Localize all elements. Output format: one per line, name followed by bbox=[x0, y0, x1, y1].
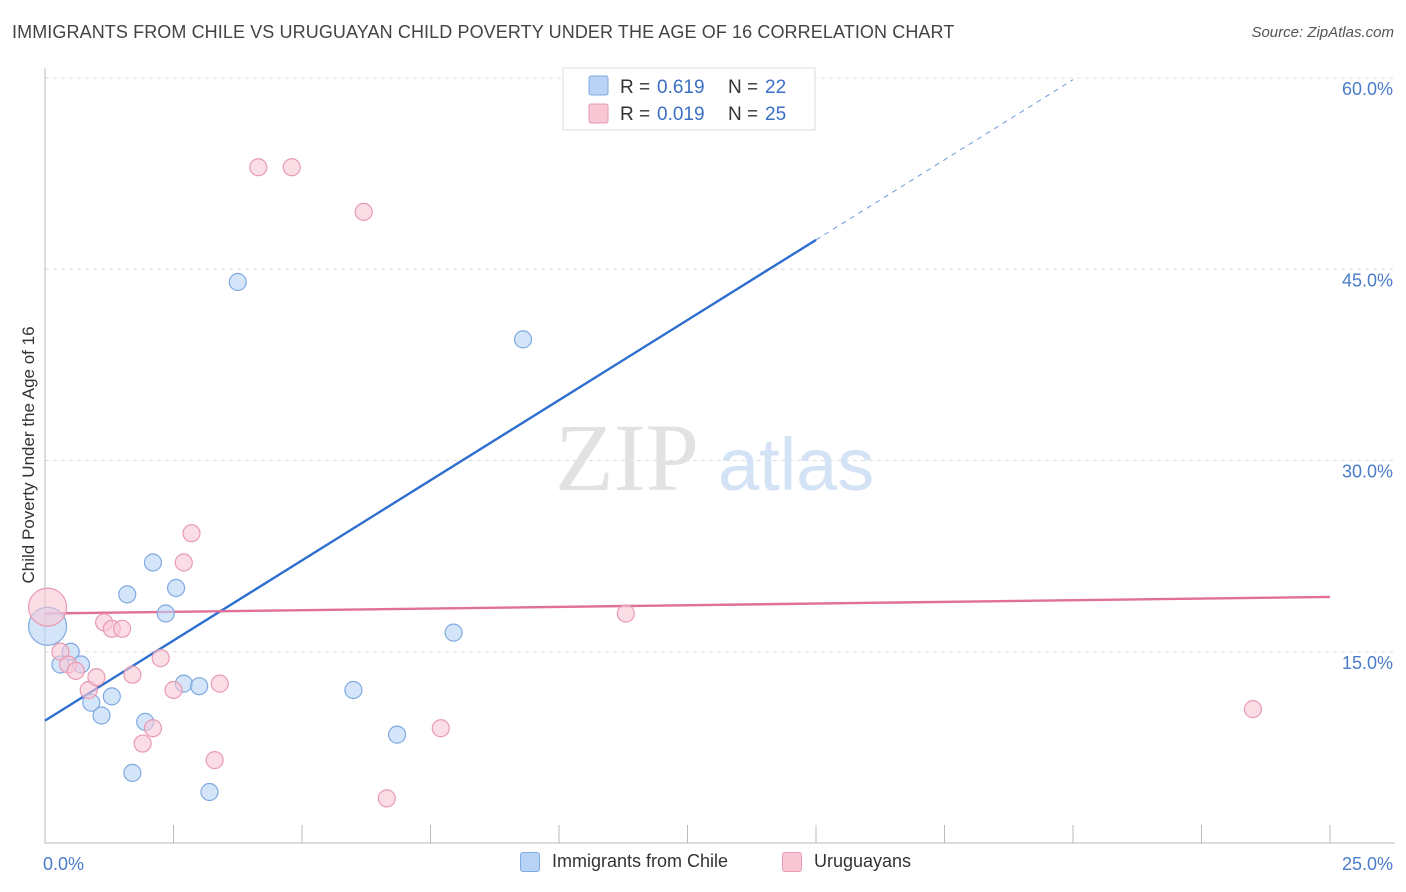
bottom-legend-item-chile: Immigrants from Chile bbox=[520, 851, 728, 872]
point-chile-14 bbox=[190, 677, 209, 696]
legend-r-label-2: R = bbox=[620, 104, 650, 125]
point-uruguayans-9 bbox=[123, 665, 142, 684]
point-chile-5 bbox=[92, 706, 111, 725]
point-chile-11 bbox=[156, 604, 175, 623]
y-tick-labels: 15.0% 30.0% 45.0% 60.0% bbox=[1342, 79, 1393, 673]
point-uruguayans-23 bbox=[616, 604, 635, 623]
point-chile-20 bbox=[513, 330, 533, 349]
legend-swatch-chile bbox=[588, 75, 609, 96]
legend: R = 0.619 N = 22 R = 0.019 N = 25 bbox=[562, 67, 816, 131]
point-chile-17 bbox=[344, 680, 363, 700]
watermark-atlas: atlas bbox=[718, 423, 874, 506]
point-chile-19 bbox=[444, 623, 463, 642]
point-uruguayans-11 bbox=[143, 719, 163, 738]
legend-n-label-2: N = bbox=[728, 104, 758, 125]
x-tick-label-min: 0.0% bbox=[43, 854, 84, 874]
point-uruguayans-18 bbox=[249, 158, 268, 177]
point-uruguayans-12 bbox=[151, 649, 170, 668]
point-chile-18 bbox=[387, 725, 407, 744]
point-uruguayans-21 bbox=[377, 789, 396, 808]
point-uruguayans-19 bbox=[282, 158, 301, 177]
point-uruguayans-16 bbox=[205, 751, 224, 770]
point-uruguayans-13 bbox=[164, 680, 183, 700]
bottom-legend-swatch-uruguayans bbox=[782, 851, 802, 872]
point-uruguayans-15 bbox=[182, 524, 201, 543]
point-uruguayans-3 bbox=[66, 661, 85, 680]
legend-r-label-1: R = bbox=[620, 77, 650, 98]
point-chile-10 bbox=[143, 553, 163, 572]
point-chile-15 bbox=[200, 782, 219, 802]
legend-r-value-2: 0.019 bbox=[657, 104, 705, 125]
watermark-zip: ZIP bbox=[555, 404, 699, 511]
trend-line-chile bbox=[44, 238, 817, 722]
source-label: Source: ZipAtlas.com bbox=[1251, 24, 1394, 41]
trend-lines bbox=[44, 79, 1331, 722]
data-points bbox=[27, 100, 1263, 808]
bottom-legend-label-uruguayans: Uruguayans bbox=[814, 851, 912, 871]
point-uruguayans-22 bbox=[431, 719, 450, 738]
point-chile-8 bbox=[123, 763, 142, 782]
point-uruguayans-5 bbox=[87, 668, 106, 687]
point-uruguayans-10 bbox=[133, 734, 152, 753]
bottom-legend-label-chile: Immigrants from Chile bbox=[552, 851, 729, 871]
point-uruguayans-8 bbox=[112, 619, 132, 638]
watermark: ZIP atlas bbox=[555, 404, 874, 511]
point-chile-12 bbox=[166, 578, 186, 598]
legend-n-value-1: 22 bbox=[765, 77, 786, 98]
trend-line-uruguayans bbox=[44, 595, 1331, 615]
legend-swatch-uruguayans bbox=[588, 103, 609, 124]
y-axis-label: Child Poverty Under the Age of 16 bbox=[19, 326, 38, 583]
x-tick-labels: 0.0% 25.0% bbox=[43, 854, 1393, 874]
point-uruguayans-17 bbox=[210, 674, 229, 693]
x-tick-label-max: 25.0% bbox=[1342, 854, 1393, 874]
bottom-legend: Immigrants from Chile Uruguayans bbox=[0, 851, 1406, 879]
trend-line-chile-extension bbox=[815, 79, 1074, 241]
point-chile-6 bbox=[102, 687, 121, 706]
y-tick-label-1: 30.0% bbox=[1342, 462, 1393, 482]
y-tick-label-3: 60.0% bbox=[1342, 79, 1393, 99]
grid bbox=[45, 77, 1395, 653]
y-tick-label-0: 15.0% bbox=[1342, 653, 1393, 673]
bottom-legend-item-uruguayans: Uruguayans bbox=[782, 851, 911, 872]
axes bbox=[44, 68, 1395, 844]
chart-title: IMMIGRANTS FROM CHILE VS URUGUAYAN CHILD… bbox=[12, 22, 955, 42]
point-chile-7 bbox=[118, 585, 137, 604]
legend-n-label-1: N = bbox=[728, 77, 758, 98]
point-uruguayans-14 bbox=[174, 553, 193, 572]
y-tick-label-2: 45.0% bbox=[1342, 270, 1393, 290]
bottom-legend-swatch-chile bbox=[520, 851, 540, 872]
point-chile-16 bbox=[228, 272, 247, 292]
legend-r-value-1: 0.619 bbox=[657, 77, 705, 98]
point-uruguayans-0 bbox=[27, 587, 68, 627]
legend-n-value-2: 25 bbox=[765, 104, 786, 125]
point-uruguayans-24 bbox=[1243, 700, 1263, 719]
point-uruguayans-20 bbox=[354, 202, 373, 221]
